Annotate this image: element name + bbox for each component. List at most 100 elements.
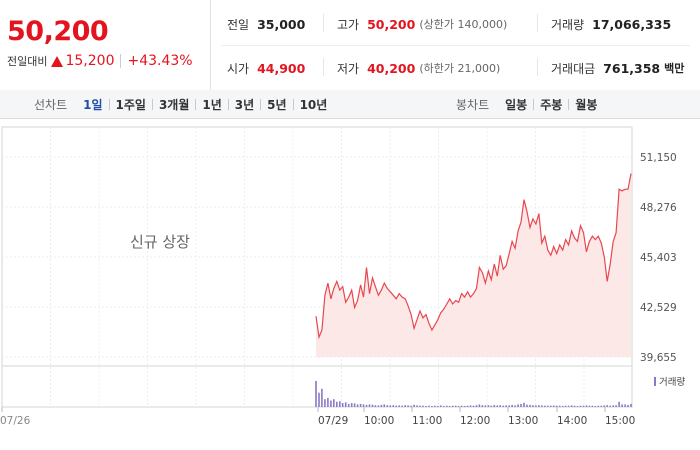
volume-bar [552,405,555,407]
volume-bar [597,405,600,407]
x-tick-label: 13:00 [508,415,538,427]
volume-bar [339,401,341,407]
volume-bar [615,405,617,407]
volume-bar [419,405,421,407]
volume-bar [484,405,487,407]
volume-bar [520,403,522,407]
candle-tab-1[interactable]: 일봉 [505,97,528,112]
volume-bar [606,405,608,407]
low-price: 저가 40,200 (하한가 21,000) [337,60,501,76]
volume-bar [413,404,415,407]
candle-chart-label: 봉차트 [456,97,490,112]
volume-bar [341,403,344,407]
volume-bar [350,403,353,407]
divider [108,98,110,110]
line-chart-label: 선차트 [34,97,68,112]
x-tick-label: 07/26 [0,415,31,427]
volume-bar [579,405,582,407]
volume-bar [526,404,528,407]
volume-bar [431,406,433,407]
price-line [315,173,632,340]
volume-bar [324,399,326,407]
volume-bar [401,405,403,407]
volume-bar [475,405,478,407]
candle-tab-2[interactable]: 주봉 [540,97,563,112]
volume-bar [448,406,451,407]
volume-bar [478,404,481,407]
volume-bar [564,405,567,407]
volume-bar [428,405,430,407]
volume-bar [591,405,594,407]
y-axis: 51,150 48,276 45,403 42,529 39,655 [640,152,677,364]
chart-plot [315,173,632,357]
volume-bar [451,405,454,407]
volume-bar [493,404,496,407]
info-grid: 전일 35,000 고가 50,200 (상한가 140,000) 거래량 17… [211,0,700,90]
period-tab-5[interactable]: 3년 [234,97,255,112]
volume-bar [374,405,377,407]
volume-bar [487,405,490,407]
volume-bar [434,405,436,407]
period-tab-4[interactable]: 1년 [202,97,222,112]
period-tab-1[interactable]: 1일 [83,97,103,112]
line-chart-periods: 선차트 1일 1주일 3개월 1년 3년 5년 10년 [34,90,333,118]
volume-bar [627,404,629,407]
volume-bar [460,405,463,407]
divider [533,98,535,110]
volume-bar [362,404,365,407]
plot-frame [1,126,633,408]
volume-bar [535,405,537,407]
period-tab-7[interactable]: 10년 [299,97,328,112]
x-tick-label: 12:00 [460,415,490,427]
volume-bar [555,405,558,407]
volume-bar [315,381,317,407]
high-price: 고가 50,200 (상한가 140,000) [337,16,508,32]
price-area-fill [316,173,631,357]
y-tick-label: 42,529 [640,302,677,314]
volume-bar [603,405,606,407]
divider [323,58,324,76]
volume-bar [538,405,540,407]
period-tab-2[interactable]: 1주일 [115,97,146,112]
volume-bar [585,405,588,407]
divider [151,98,153,110]
price-box: 50,200 전일대비 15,200 +43.43% [0,0,211,90]
volume-bar [550,405,552,407]
candle-tab-3[interactable]: 월봉 [575,97,598,112]
volume-legend-swatch [654,377,656,386]
volume-bar [422,405,424,407]
chart-annotation: 신규 상장 [130,233,190,251]
volume-legend-label: 거래량 [659,376,685,388]
volume-bar [389,405,392,407]
period-tab-6[interactable]: 5년 [267,97,287,112]
open-price: 시가 44,900 [227,60,306,76]
volume-bar [383,404,386,407]
volume-bar [466,405,469,407]
volume-bar [472,405,475,407]
volume-bar [377,405,380,407]
volume-bar [514,405,516,407]
chart-toolbar: 선차트 1일 1주일 3개월 1년 3년 5년 10년 봉차트 일봉 주봉 월봉 [0,90,700,119]
volume-bar [547,405,549,407]
volume-bar [621,404,623,407]
volume-bar [499,405,501,407]
volume-bar [529,404,531,407]
volume-bar [344,402,347,407]
volume-bar [469,405,472,407]
volume-bar [365,404,368,407]
x-tick-label: 11:00 [412,415,442,427]
current-price: 50,200 [7,16,109,47]
y-tick-label: 51,150 [640,152,677,164]
period-tab-3[interactable]: 3개월 [158,97,190,112]
volume-bar [567,405,570,407]
volume-bar [446,405,448,407]
divider [120,54,122,68]
volume-bar [353,403,356,407]
volume-bar [502,405,504,407]
volume-bar [609,405,611,407]
volume-bar [588,405,591,407]
volume-bar [407,405,409,407]
volume-bar [457,406,460,407]
volume-bar [573,405,576,407]
volume-bar [570,405,573,407]
